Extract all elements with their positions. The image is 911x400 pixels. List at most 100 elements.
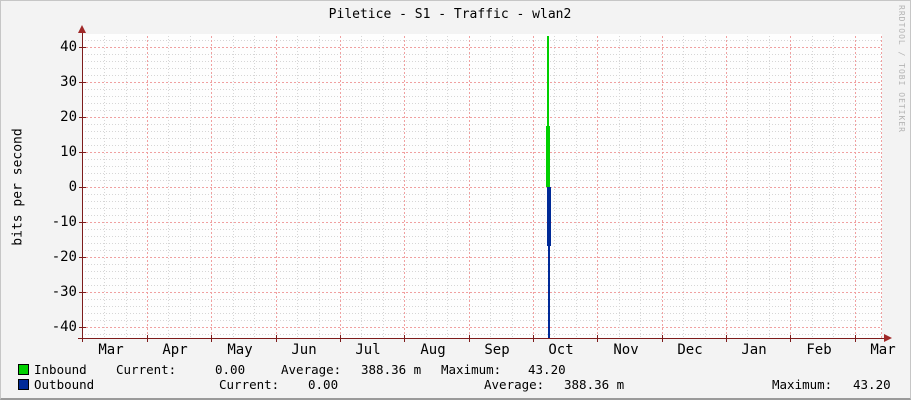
grid-minor-h	[82, 264, 882, 265]
grid-major-v	[790, 36, 791, 338]
grid-minor-h	[82, 243, 882, 244]
grid-minor-v	[233, 36, 234, 338]
grid-minor-v	[168, 36, 169, 338]
grid-major-v	[404, 36, 405, 338]
y-axis-arrow-icon	[78, 25, 86, 33]
x-tick-label: Aug	[420, 342, 446, 358]
grid-major-h	[82, 292, 882, 293]
x-tick-label: Mar	[870, 342, 896, 358]
grid-major-v	[726, 36, 727, 338]
grid-major-h	[82, 152, 882, 153]
grid-minor-v	[426, 36, 427, 338]
grid-major-v	[469, 36, 470, 338]
inbound-current-value: 0.00	[215, 362, 246, 377]
inbound-maximum-label: Maximum:	[441, 362, 502, 377]
inbound-current-label: Current:	[116, 362, 177, 377]
grid-minor-h	[82, 110, 882, 111]
grid-minor-v	[126, 36, 127, 338]
x-tick-label: Dec	[677, 342, 703, 358]
x-tick-label: Mar	[98, 342, 124, 358]
x-tick-label: Jun	[291, 342, 317, 358]
grid-minor-h	[82, 54, 882, 55]
outbound-spike-max	[548, 187, 550, 338]
grid-minor-h	[82, 236, 882, 237]
grid-major-v	[597, 36, 598, 338]
x-axis-arrow-icon	[884, 334, 892, 342]
grid-minor-v	[812, 36, 813, 338]
y-tick-label: -30	[51, 284, 77, 300]
grid-major-h	[82, 222, 882, 223]
outbound-average-value: 388.36 m	[564, 377, 625, 392]
grid-minor-h	[82, 313, 882, 314]
grid-minor-v	[447, 36, 448, 338]
grid-minor-v	[705, 36, 706, 338]
y-tick-label: 40	[60, 39, 77, 55]
grid-minor-h	[82, 166, 882, 167]
grid-minor-h	[82, 285, 882, 286]
plot-area	[83, 34, 882, 338]
grid-minor-v	[254, 36, 255, 338]
outbound-current-label: Current:	[219, 377, 280, 392]
grid-minor-v	[383, 36, 384, 338]
outbound-label: Outbound	[34, 377, 95, 392]
grid-minor-h	[82, 40, 882, 41]
outbound-swatch	[18, 379, 29, 390]
grid-minor-v	[319, 36, 320, 338]
grid-minor-v	[512, 36, 513, 338]
grid-minor-h	[82, 201, 882, 202]
grid-minor-v	[361, 36, 362, 338]
grid-minor-v	[769, 36, 770, 338]
x-tick-label: Nov	[613, 342, 639, 358]
inbound-average-label: Average:	[281, 362, 342, 377]
grid-major-v	[276, 36, 277, 338]
x-tick-label: Jan	[741, 342, 767, 358]
inbound-spike-solid	[546, 126, 550, 187]
grid-major-v	[662, 36, 663, 338]
x-tick-label: Sep	[484, 342, 510, 358]
outbound-maximum-label: Maximum:	[772, 377, 833, 392]
grid-minor-h	[82, 61, 882, 62]
grid-minor-h	[82, 103, 882, 104]
x-tick-label: Apr	[162, 342, 188, 358]
x-tick-label: Feb	[806, 342, 832, 358]
grid-major-h	[82, 327, 882, 328]
y-tick-label: 0	[68, 179, 77, 195]
graph-title: Piletice - S1 - Traffic - wlan2	[328, 7, 572, 22]
grid-minor-h	[82, 68, 882, 69]
grid-minor-v	[640, 36, 641, 338]
inbound-maximum-value: 43.20	[528, 362, 566, 377]
grid-major-h	[82, 47, 882, 48]
grid-minor-h	[82, 215, 882, 216]
grid-major-v	[881, 36, 882, 338]
grid-major-h	[82, 257, 882, 258]
grid-minor-h	[82, 299, 882, 300]
grid-major-h	[82, 187, 882, 188]
grid-minor-h	[82, 271, 882, 272]
grid-minor-v	[576, 36, 577, 338]
grid-minor-v	[190, 36, 191, 338]
outbound-spike-solid	[547, 187, 551, 246]
inbound-swatch	[18, 364, 29, 375]
y-tick-label: 20	[60, 109, 77, 125]
grid-minor-h	[82, 96, 882, 97]
grid-minor-h	[82, 145, 882, 146]
grid-major-v	[340, 36, 341, 338]
grid-minor-h	[82, 159, 882, 160]
grid-minor-h	[82, 131, 882, 132]
outbound-average-label: Average:	[484, 377, 545, 392]
grid-major-h	[82, 82, 882, 83]
y-axis-line	[82, 31, 83, 342]
grid-minor-h	[82, 138, 882, 139]
grid-minor-h	[82, 229, 882, 230]
y-axis-title: bits per second	[10, 128, 26, 246]
rrdtool-watermark: RRDTOOL / TOBI OETIKER	[897, 5, 906, 133]
outbound-maximum-value: 43.20	[853, 377, 891, 392]
grid-minor-v	[490, 36, 491, 338]
y-tick-label: 10	[60, 144, 77, 160]
grid-major-v	[855, 36, 856, 338]
grid-major-h	[82, 117, 882, 118]
grid-minor-v	[747, 36, 748, 338]
grid-minor-h	[82, 124, 882, 125]
grid-minor-v	[833, 36, 834, 338]
